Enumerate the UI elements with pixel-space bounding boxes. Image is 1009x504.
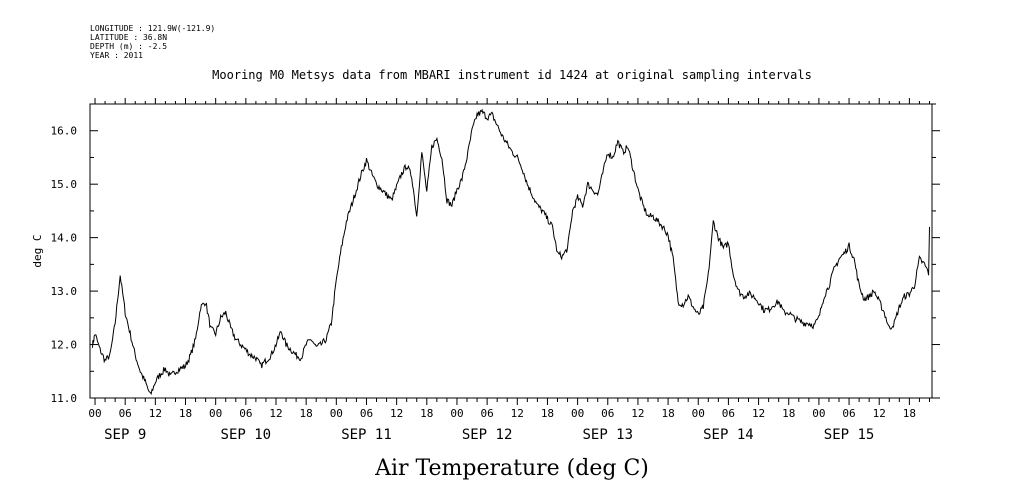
x-tick-label: 12 — [752, 407, 765, 420]
x-tick-label: 12 — [511, 407, 524, 420]
y-tick-label: 11.0 — [51, 392, 78, 405]
x-tick-label: 12 — [873, 407, 886, 420]
y-tick-label: 12.0 — [51, 339, 78, 352]
x-tick-label: 06 — [601, 407, 614, 420]
day-label: SEP 9 — [104, 427, 146, 443]
longitude-label: LONGITUDE : 121.9W(-121.9) — [90, 24, 215, 33]
x-tick-label: 00 — [812, 407, 825, 420]
x-tick-label: 00 — [450, 407, 463, 420]
y-axis-label: deg C — [31, 234, 44, 267]
x-tick-label: 18 — [782, 407, 795, 420]
day-label: SEP 11 — [341, 427, 392, 443]
x-tick-label: 06 — [360, 407, 373, 420]
x-tick-label: 18 — [420, 407, 433, 420]
x-tick-label: 00 — [692, 407, 705, 420]
x-tick-label: 00 — [330, 407, 343, 420]
x-tick-label: 00 — [209, 407, 222, 420]
x-tick-label: 12 — [269, 407, 282, 420]
x-axis-label: Air Temperature (deg C) — [374, 456, 649, 481]
x-tick-label: 12 — [149, 407, 162, 420]
y-tick-label: 16.0 — [51, 125, 78, 138]
day-label: SEP 15 — [824, 427, 875, 443]
x-tick-label: 06 — [119, 407, 132, 420]
y-tick-label: 13.0 — [51, 285, 78, 298]
x-tick-label: 00 — [571, 407, 584, 420]
x-tick-label: 18 — [300, 407, 313, 420]
x-tick-label: 00 — [88, 407, 101, 420]
latitude-label: LATITUDE : 36.8N — [90, 33, 167, 42]
day-label: SEP 10 — [221, 427, 272, 443]
x-tick-label: 06 — [842, 407, 855, 420]
y-tick-labels: 11.0 12.0 13.0 14.0 15.0 16.0 — [51, 125, 78, 405]
x-tick-labels: 00 06 12 18 00 06 12 18 00 06 12 18 00 06 12 18 00 06 12 18… — [88, 407, 916, 420]
depth-label: DEPTH (m) : -2.5 — [90, 42, 167, 51]
x-tick-label: 18 — [903, 407, 916, 420]
y-tick-label: 15.0 — [51, 178, 78, 191]
plot-frame — [89, 103, 933, 399]
chart-title: Mooring M0 Metsys data from MBARI instru… — [212, 68, 812, 82]
year-label: YEAR : 2011 — [90, 51, 143, 60]
x-tick-label: 18 — [661, 407, 674, 420]
y-tick-label: 14.0 — [51, 232, 78, 245]
x-tick-label: 18 — [541, 407, 554, 420]
x-tick-label: 12 — [390, 407, 403, 420]
metadata-block: LONGITUDE : 121.9W(-121.9) LATITUDE : 36… — [90, 24, 215, 60]
day-labels: SEP 9 SEP 10 SEP 11 SEP 12 SEP 13 SEP 14 SEP 1… — [104, 427, 874, 443]
x-tick-label: 18 — [179, 407, 192, 420]
series-line — [92, 108, 930, 396]
day-label: SEP 12 — [462, 427, 513, 443]
day-label: SEP 13 — [582, 427, 633, 443]
x-tick-label: 06 — [722, 407, 735, 420]
x-tick-label: 06 — [480, 407, 493, 420]
axis-ticks — [90, 98, 940, 405]
day-label: SEP 14 — [703, 427, 754, 443]
x-tick-label: 06 — [239, 407, 252, 420]
x-tick-label: 12 — [631, 407, 644, 420]
